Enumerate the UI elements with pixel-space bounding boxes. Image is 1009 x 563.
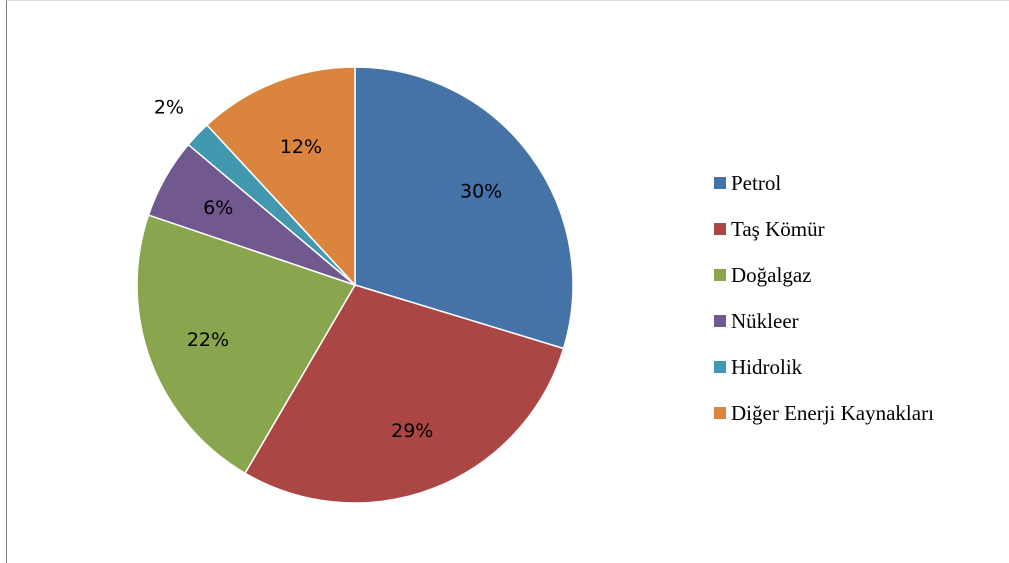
legend-item-diger: Diğer Enerji Kaynakları: [714, 390, 1004, 436]
data-label-nukleer: 6%: [203, 197, 233, 219]
data-label-diger: 12%: [280, 136, 322, 158]
legend-label: Taş Kömür: [731, 216, 825, 241]
pie-slice-petrol: [354, 66, 574, 350]
legend-item-hidrolik: Hidrolik: [714, 344, 1004, 390]
legend-item-dogalgaz: Doğalgaz: [714, 252, 1004, 298]
pie-labels: 30% 29% 22% 6% 2% 12%: [154, 96, 502, 442]
pie-slice-dogalgaz: [136, 214, 357, 475]
legend-swatch: [714, 407, 726, 419]
pie-slice-diger: [205, 66, 356, 287]
legend-label: Petrol: [731, 170, 782, 195]
legend-swatch: [714, 223, 726, 235]
legend-label: Hidrolik: [731, 354, 803, 379]
legend-label: Doğalgaz: [731, 262, 812, 287]
data-label-hidrolik: 2%: [154, 96, 184, 118]
data-label-petrol: 30%: [460, 181, 502, 203]
legend-item-petrol: Petrol: [714, 160, 1004, 206]
legend-item-nukleer: Nükleer: [714, 298, 1004, 344]
pie-slices: [136, 66, 574, 504]
legend-item-tas-komur: Taş Kömür: [714, 206, 1004, 252]
legend-swatch: [714, 361, 726, 373]
legend-label: Diğer Enerji Kaynakları: [731, 400, 934, 425]
legend-swatch: [714, 177, 726, 189]
legend-label: Nükleer: [731, 308, 799, 333]
legend: Petrol Taş Kömür Doğalgaz Nükleer Hidrol…: [714, 160, 1004, 436]
data-label-dogalgaz: 22%: [187, 329, 229, 351]
data-label-tas-komur: 29%: [391, 420, 433, 442]
legend-swatch: [714, 315, 726, 327]
pie-slice-tas-komur: [243, 284, 565, 504]
legend-swatch: [714, 269, 726, 281]
